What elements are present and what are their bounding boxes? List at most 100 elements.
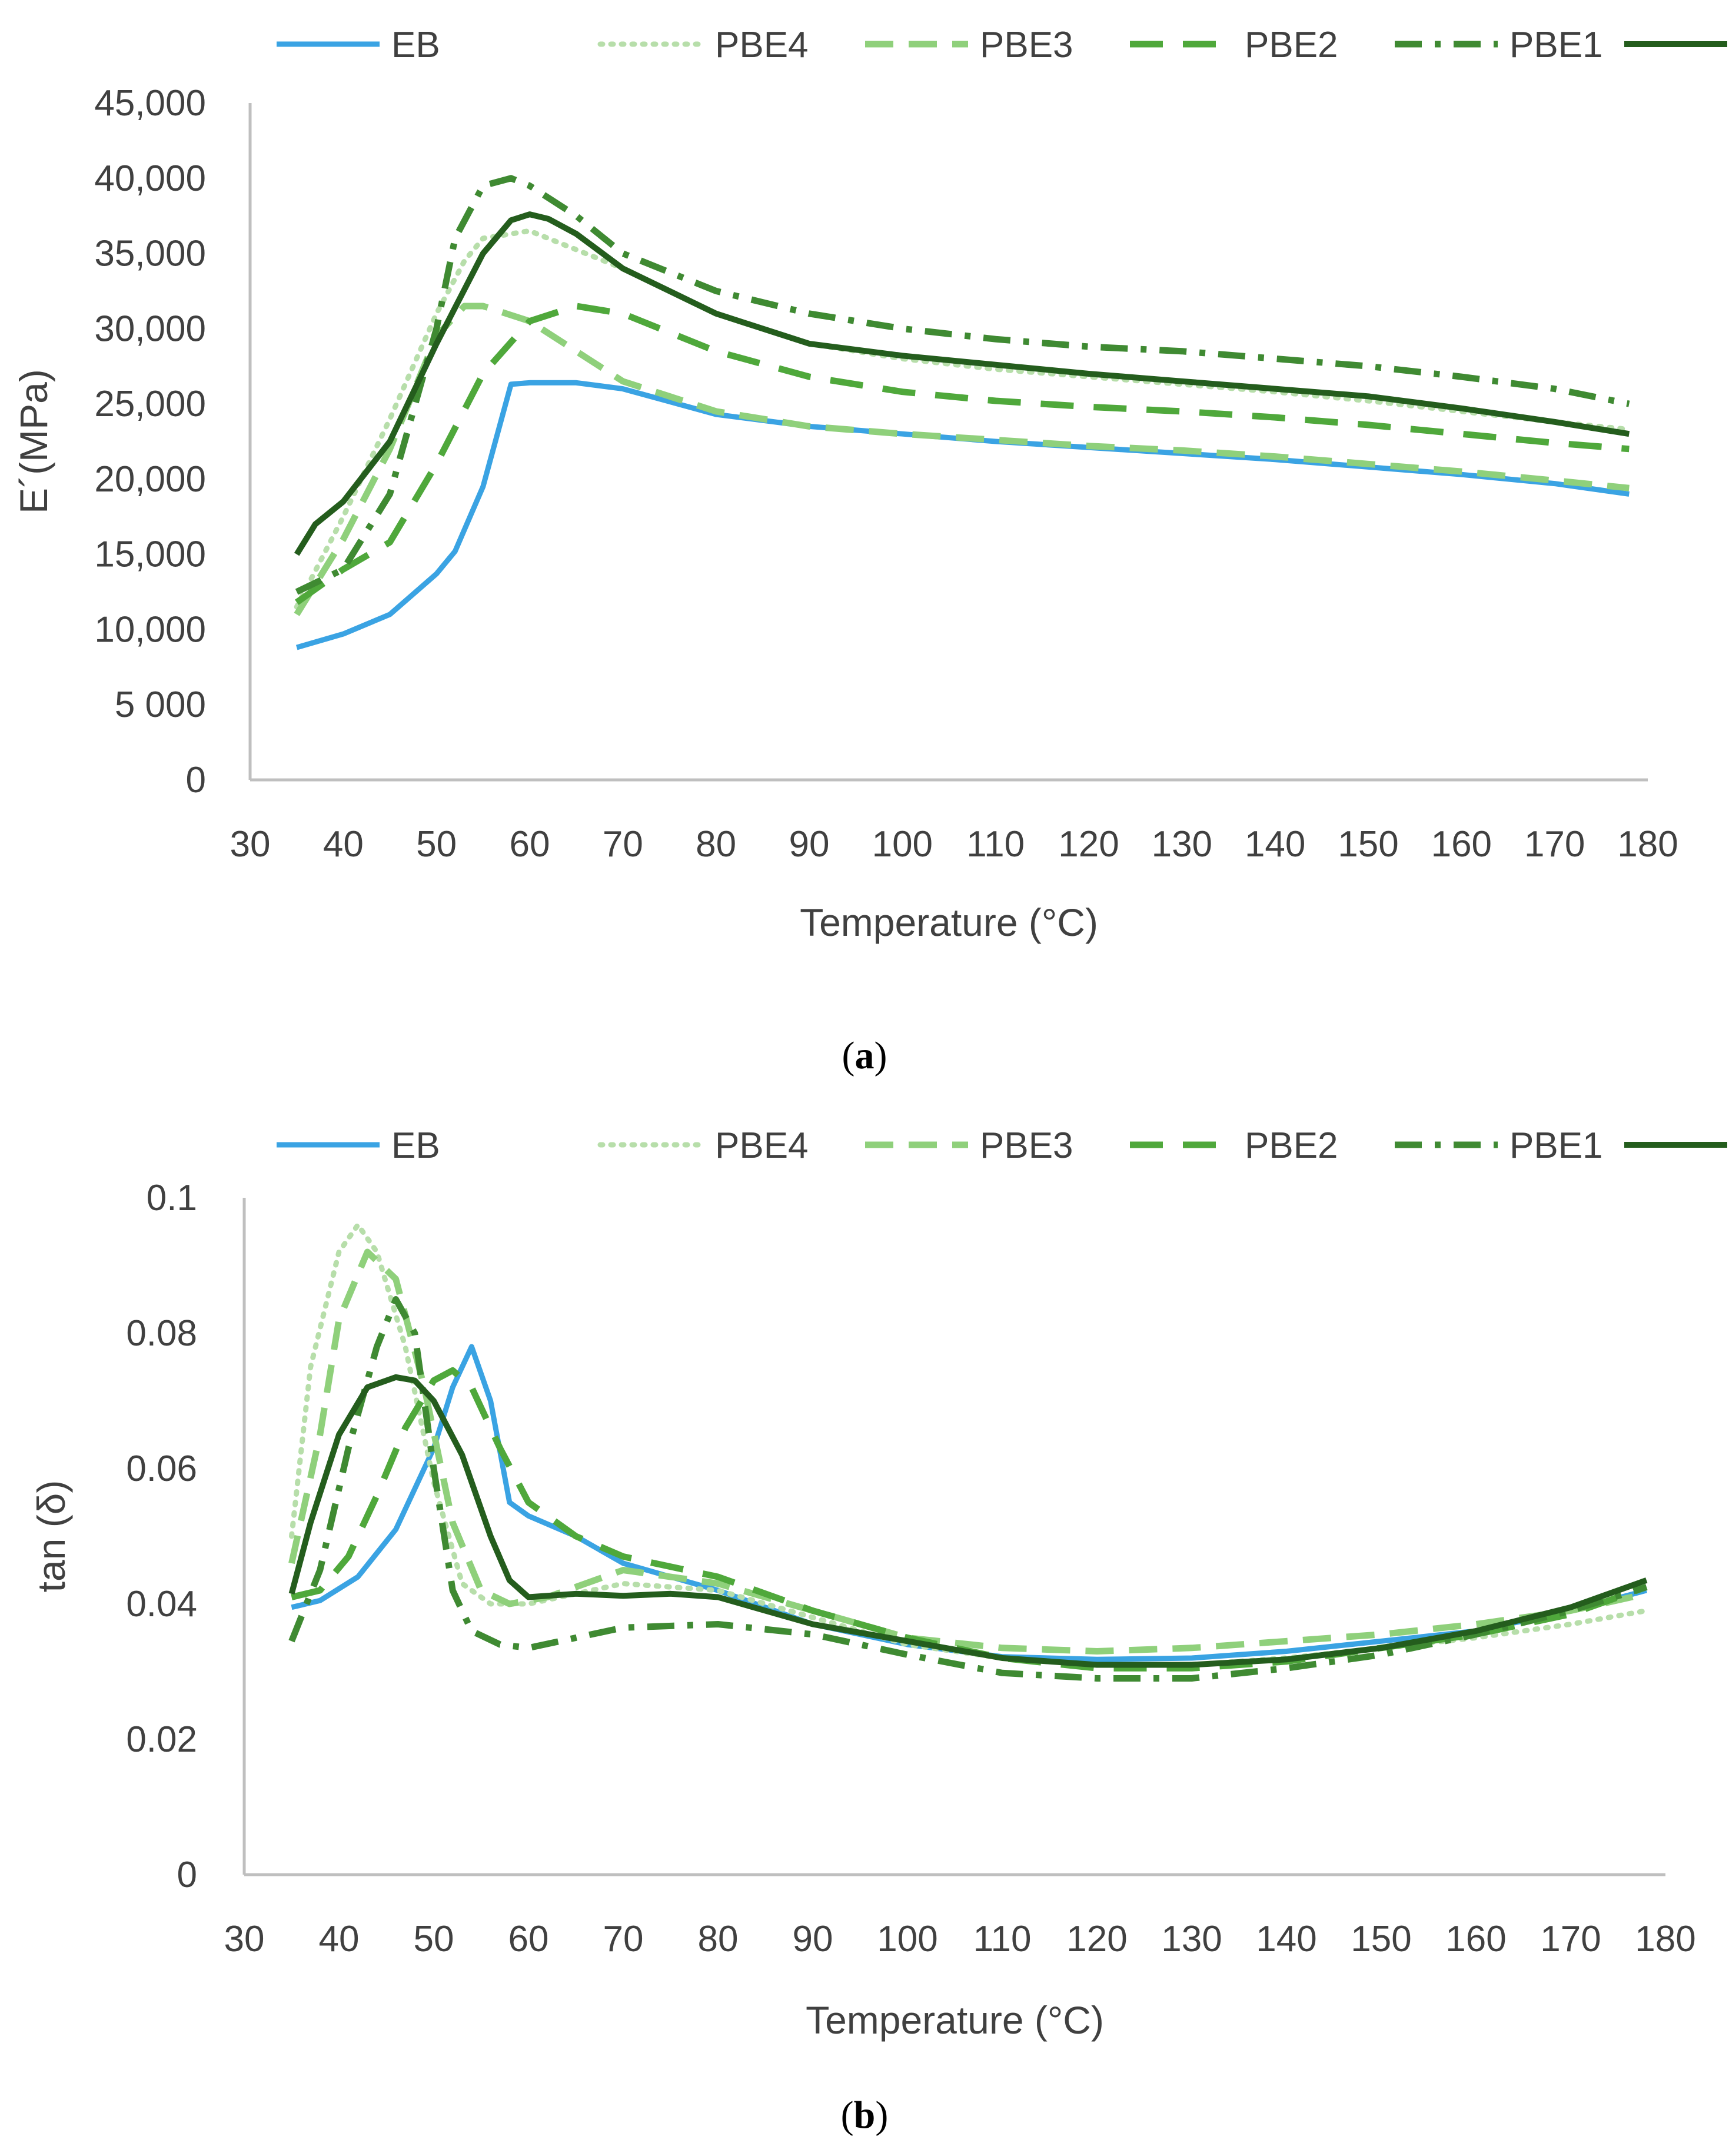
x-tick-label: 70 xyxy=(603,824,643,865)
x-tick-label: 100 xyxy=(872,824,933,865)
y-tick-label: 35,000 xyxy=(94,234,206,274)
x-tick-label: 120 xyxy=(1058,824,1119,865)
y-tick-label: 25,000 xyxy=(94,384,206,424)
panel-b-caption: (b) xyxy=(841,2094,889,2137)
series-line-pb xyxy=(294,211,1630,556)
x-tick-label: 110 xyxy=(966,824,1025,865)
legend-label: PBE2 xyxy=(1245,25,1338,65)
y-tick-label: 0 xyxy=(186,760,206,800)
legend-item-pbe1: PBE1 xyxy=(1395,1125,1603,1166)
legend-item-pbe3: PBE3 xyxy=(865,25,1073,65)
x-tick-label: 180 xyxy=(1635,1919,1695,1959)
x-tick-label: 40 xyxy=(323,824,364,865)
legend-label: PBE3 xyxy=(980,1125,1073,1166)
legend-label: PBE4 xyxy=(715,25,809,65)
y-tick-label: 20,000 xyxy=(94,459,206,500)
legend-label: EB xyxy=(391,25,440,65)
x-tick-label: 150 xyxy=(1338,824,1398,865)
y-tick-label: 45,000 xyxy=(94,83,206,124)
panel-a-series-group xyxy=(294,175,1632,650)
series-line-pbe2 xyxy=(291,1367,1648,1672)
series-line-pbe3 xyxy=(288,1248,1647,1655)
panel-b-x-ticks: 30 40 50 60 70 80 90 100 110 120 130 140 150 160 170 18… xyxy=(224,1919,1696,1959)
y-tick-label: 15,000 xyxy=(94,534,206,575)
x-tick-label: 130 xyxy=(1161,1919,1222,1959)
series-line-pb xyxy=(288,1374,1648,1668)
x-tick-label: 90 xyxy=(793,1919,833,1959)
x-tick-label: 160 xyxy=(1431,824,1492,865)
panel-b-caption-letter: b xyxy=(854,2094,876,2137)
x-tick-label: 170 xyxy=(1524,824,1585,865)
x-tick-label: 60 xyxy=(508,1919,549,1959)
panel-a-caption-letter: a xyxy=(855,1034,875,1077)
legend-label: EB xyxy=(391,1125,440,1166)
x-tick-label: 100 xyxy=(877,1919,937,1959)
legend-item-pb: PB xyxy=(1624,1142,1727,1148)
x-tick-label: 80 xyxy=(698,1919,739,1959)
legend-item-pb: PB xyxy=(1624,41,1727,47)
x-tick-label: 120 xyxy=(1066,1919,1127,1959)
series-line-eb xyxy=(295,380,1630,650)
legend-item-pbe4: PBE4 xyxy=(597,1125,809,1166)
y-tick-label: 0.08 xyxy=(126,1313,197,1354)
legend-label: PBE3 xyxy=(980,25,1073,65)
legend-item-pbe2: PBE2 xyxy=(1130,25,1338,65)
panel-b-series-group xyxy=(288,1222,1650,1682)
y-tick-label: 0.06 xyxy=(126,1449,197,1489)
series-line-eb xyxy=(291,1344,1647,1662)
y-tick-label: 40,000 xyxy=(94,158,206,199)
panel-b-y-ticks: 0 0.02 0.04 0.06 0.08 0.1 xyxy=(126,1178,197,1895)
x-tick-label: 80 xyxy=(696,824,736,865)
panel-a-chart: EB PBE4 PBE3 PBE2 PBE1 PB 0 5 000 10,000 15,000 2… xyxy=(12,25,1727,1077)
y-tick-label: 30,000 xyxy=(94,308,206,349)
legend-label: PBE4 xyxy=(715,1125,809,1166)
x-tick-label: 70 xyxy=(603,1919,644,1959)
legend-label: PBE1 xyxy=(1509,1125,1603,1166)
panel-b-y-axis-title: tan (δ) xyxy=(29,1480,73,1593)
x-tick-label: 60 xyxy=(510,824,550,865)
y-tick-label: 0 xyxy=(177,1855,197,1895)
legend-label: PBE2 xyxy=(1245,1125,1338,1166)
x-tick-label: 180 xyxy=(1617,824,1678,865)
x-tick-label: 140 xyxy=(1245,824,1305,865)
y-tick-label: 0.02 xyxy=(126,1719,197,1760)
legend-item-eb: EB xyxy=(277,1125,440,1166)
x-tick-label: 140 xyxy=(1256,1919,1316,1959)
legend-item-pbe4: PBE4 xyxy=(597,25,809,65)
y-tick-label: 0.1 xyxy=(147,1178,197,1218)
x-tick-label: 150 xyxy=(1351,1919,1411,1959)
series-line-pbe3 xyxy=(294,303,1630,616)
legend-item-pbe3: PBE3 xyxy=(865,1125,1073,1166)
legend-label: PBE1 xyxy=(1509,25,1603,65)
x-tick-label: 90 xyxy=(789,824,830,865)
panel-a-caption: (a) xyxy=(842,1034,887,1077)
series-line-pbe1 xyxy=(295,175,1630,595)
panel-a-y-ticks: 0 5 000 10,000 15,000 20,000 25,000 30,000 35,0… xyxy=(94,83,206,800)
panel-a-x-axis-title: Temperature (°C) xyxy=(800,901,1098,944)
legend-item-eb: EB xyxy=(277,25,440,65)
panel-b-legend: EB PBE4 PBE3 PBE2 PBE1 PB xyxy=(277,1125,1727,1166)
panel-a-x-ticks: 30 40 50 60 70 80 90 100 110 120 130 140 150 160 170 18… xyxy=(230,824,1678,865)
y-tick-label: 5 000 xyxy=(115,685,206,725)
x-tick-label: 40 xyxy=(319,1919,360,1959)
x-tick-label: 30 xyxy=(224,1919,265,1959)
x-tick-label: 110 xyxy=(973,1919,1032,1959)
panel-a-legend: EB PBE4 PBE3 PBE2 PBE1 PB xyxy=(277,25,1727,65)
x-tick-label: 50 xyxy=(416,824,457,865)
x-tick-label: 30 xyxy=(230,824,271,865)
panel-b-chart: EB PBE4 PBE3 PBE2 PBE1 PB 0 0.02 0.04 0.06 0.08 0.… xyxy=(29,1125,1727,2137)
legend-item-pbe1: PBE1 xyxy=(1395,25,1603,65)
panel-a-y-axis-title: E´(MPa) xyxy=(12,369,55,514)
series-line-pbe4 xyxy=(294,228,1632,610)
x-tick-label: 170 xyxy=(1540,1919,1601,1959)
legend-item-pbe2: PBE2 xyxy=(1130,1125,1338,1166)
y-tick-label: 10,000 xyxy=(94,609,206,650)
y-tick-label: 0.04 xyxy=(126,1584,197,1625)
x-tick-label: 160 xyxy=(1445,1919,1506,1959)
panel-b-x-axis-title: Temperature (°C) xyxy=(806,1998,1104,2042)
x-tick-label: 130 xyxy=(1152,824,1212,865)
series-line-pbe1 xyxy=(288,1296,1648,1682)
x-tick-label: 50 xyxy=(414,1919,454,1959)
series-line-pbe2 xyxy=(295,303,1630,605)
